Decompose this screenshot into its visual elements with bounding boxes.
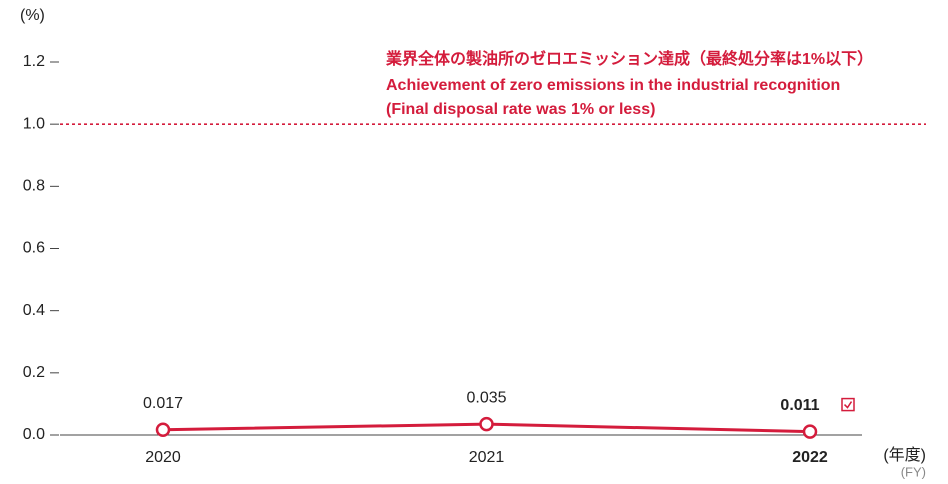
y-tick-label: 0.6 [23, 240, 45, 257]
check-icon [841, 397, 855, 412]
value-label: 0.011 [780, 397, 819, 414]
y-tick-label: 1.2 [23, 53, 45, 70]
point [802, 424, 818, 439]
value-label: 0.017 [143, 395, 183, 412]
y-tick-label: 0.0 [23, 426, 45, 443]
x-axis-label: (FY) [901, 464, 926, 479]
value-label: 0.035 [466, 389, 506, 406]
annotation: 業界全体の製油所のゼロエミッション達成（最終処分率は1%以下） [385, 49, 873, 68]
y-tick-label: 1.0 [23, 115, 45, 132]
point [479, 416, 494, 432]
x-axis-label: (年度) [883, 446, 926, 464]
y-tick-label: 0.8 [23, 178, 45, 195]
y-tick-label: 0.2 [23, 364, 45, 381]
annotation: Achievement of zero emissions in the ind… [386, 77, 840, 94]
y-axis-label: (%) [20, 7, 45, 24]
check-icon [843, 401, 853, 409]
point [155, 422, 171, 437]
x-tick-label: 2021 [469, 449, 505, 466]
annotation: (Final disposal rate was 1% or less) [386, 101, 655, 118]
y-tick-label: 0.4 [23, 302, 45, 319]
x-tick-label: 2020 [145, 449, 181, 466]
x-tick-label: 2022 [792, 449, 828, 466]
